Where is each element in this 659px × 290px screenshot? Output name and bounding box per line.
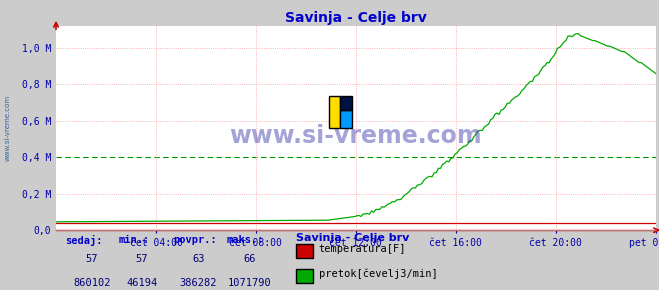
FancyBboxPatch shape [329,95,340,128]
Text: temperatura[F]: temperatura[F] [319,244,406,254]
Text: 386282: 386282 [179,278,217,288]
Text: 860102: 860102 [73,278,111,288]
Text: povpr.:: povpr.: [173,235,217,245]
FancyBboxPatch shape [340,110,352,128]
Text: Savinja - Celje brv: Savinja - Celje brv [296,233,409,243]
Title: Savinja - Celje brv: Savinja - Celje brv [285,11,427,25]
Text: www.si-vreme.com: www.si-vreme.com [229,124,482,148]
Text: maks.:: maks.: [227,235,264,245]
Text: pretok[čevelj3/min]: pretok[čevelj3/min] [319,269,438,279]
Text: min.:: min.: [119,235,150,245]
Text: www.si-vreme.com: www.si-vreme.com [5,95,11,161]
Text: 1071790: 1071790 [228,278,272,288]
Text: 46194: 46194 [126,278,158,288]
FancyBboxPatch shape [340,95,352,110]
FancyBboxPatch shape [296,269,312,283]
Text: 57: 57 [86,253,98,264]
FancyBboxPatch shape [296,244,312,258]
Text: sedaj:: sedaj: [65,235,103,246]
Text: 57: 57 [136,253,148,264]
Text: 66: 66 [243,253,256,264]
Text: 63: 63 [192,253,204,264]
